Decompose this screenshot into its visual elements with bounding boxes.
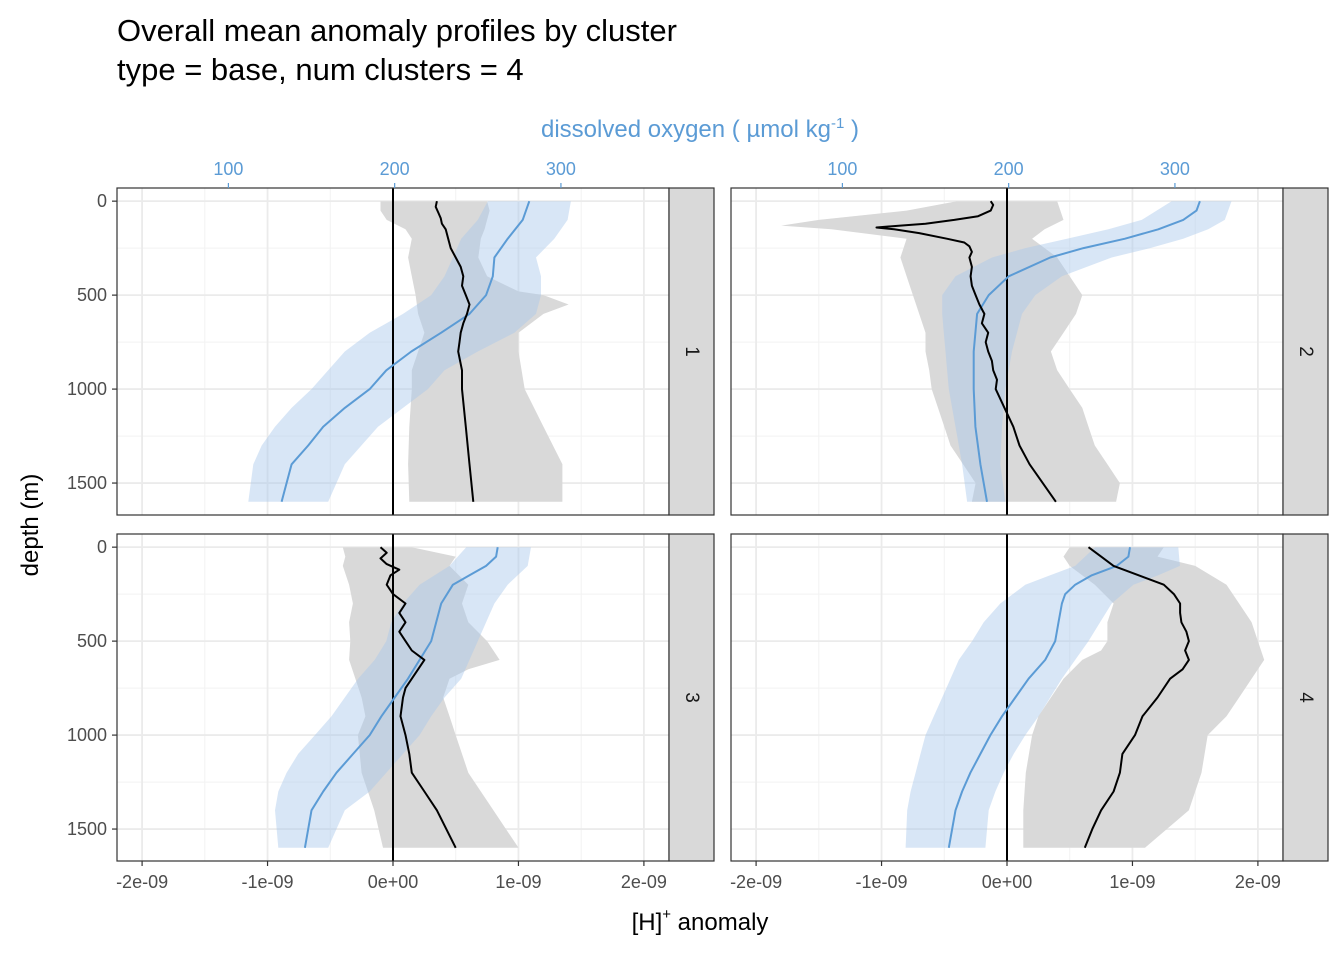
secondary-x-tick-label: 200 <box>994 159 1024 179</box>
x-tick-label: 1e-09 <box>1109 872 1155 892</box>
anomaly-mean-line <box>434 200 475 502</box>
oxygen-mean-line <box>303 547 499 848</box>
y-tick-label: 0 <box>97 537 107 557</box>
x-tick-label: 2e-09 <box>1235 872 1281 892</box>
oxygen-ribbon <box>248 201 571 502</box>
secondary-x-tick-label: 100 <box>827 159 857 179</box>
strip-background <box>668 533 715 862</box>
chart-title: Overall mean anomaly profiles by cluster <box>117 13 677 48</box>
strip-background <box>1282 187 1329 516</box>
anomaly-ribbon <box>380 201 569 502</box>
panel-3: 3 0 500 1000 1500 -2e-09 -1e-09 0e+00 1e-09 2e-09 <box>67 533 715 892</box>
facet-strip-2: 2 <box>1282 187 1329 516</box>
anomaly-ribbon <box>781 201 1120 502</box>
y-tick-label: 500 <box>77 285 107 305</box>
oxygen-mean-line <box>972 200 1201 502</box>
panel-2: 2 100 200 300 <box>730 159 1329 516</box>
anomaly-ribbon <box>342 547 519 848</box>
facet-panels: 1 0 500 1000 1500 100 200 300 2 100 200 300 3 0 500 100… <box>67 159 1329 892</box>
facet-strip-3: 3 <box>668 533 715 862</box>
x-tick-label: 0e+00 <box>368 872 419 892</box>
strip-label: 1 <box>681 346 702 357</box>
x-tick-label: -2e-09 <box>116 872 168 892</box>
strip-background <box>668 187 715 516</box>
y-tick-label: 1000 <box>67 379 107 399</box>
anomaly-mean-line <box>379 546 457 849</box>
anomaly-mean-line <box>1083 546 1190 849</box>
oxygen-mean-line <box>947 547 1131 848</box>
x-tick-label: -1e-09 <box>856 872 908 892</box>
chart-subtitle: type = base, num clusters = 4 <box>117 52 524 87</box>
x-axis-title: [H]+ anomaly <box>632 906 769 936</box>
y-tick-label: 1500 <box>67 473 107 493</box>
strip-label: 2 <box>1295 346 1316 357</box>
y-tick-label: 1000 <box>67 725 107 745</box>
anomaly-mean-line <box>875 200 1057 503</box>
secondary-x-tick-label: 300 <box>546 159 576 179</box>
secondary-x-axis-title: dissolved oxygen ( µmol kg-1 ) <box>541 115 859 143</box>
secondary-x-tick-label: 100 <box>213 159 243 179</box>
facet-strip-4: 4 <box>1282 533 1329 862</box>
y-tick-label: 0 <box>97 191 107 211</box>
secondary-x-tick-label: 300 <box>1160 159 1190 179</box>
panel-4: 4 -2e-09 -1e-09 0e+00 1e-09 2e-09 <box>730 533 1329 892</box>
x-tick-label: 0e+00 <box>982 872 1033 892</box>
strip-label: 4 <box>1295 692 1316 703</box>
facet-strip-1: 1 <box>668 187 715 516</box>
x-tick-label: 2e-09 <box>621 872 667 892</box>
oxygen-ribbon <box>905 547 1180 848</box>
anomaly-ribbon <box>1023 547 1265 848</box>
strip-background <box>1282 533 1329 862</box>
oxygen-mean-line <box>280 200 531 503</box>
y-tick-label: 500 <box>77 631 107 651</box>
x-tick-label: -1e-09 <box>242 872 294 892</box>
strip-label: 3 <box>681 692 702 703</box>
y-axis-title: depth (m) <box>17 474 44 577</box>
oxygen-ribbon <box>942 201 1232 502</box>
panel-1: 1 0 500 1000 1500 100 200 300 <box>67 159 715 516</box>
secondary-x-tick-label: 200 <box>380 159 410 179</box>
x-tick-label: -2e-09 <box>730 872 782 892</box>
x-tick-label: 1e-09 <box>495 872 541 892</box>
y-tick-label: 1500 <box>67 819 107 839</box>
